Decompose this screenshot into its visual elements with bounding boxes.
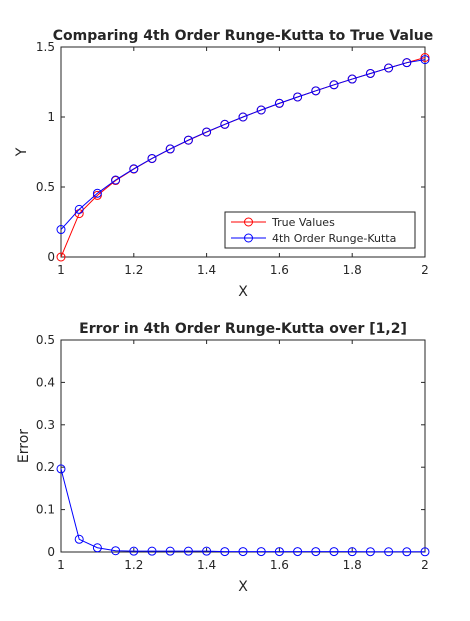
bottom-point-error	[274, 547, 284, 557]
legend-label-true-values: True Values	[271, 216, 335, 229]
top-y-tick-label: 1	[47, 110, 55, 124]
top-point-4th-order-runge-kutta	[183, 135, 193, 145]
legend-marker-runge-kutta	[244, 233, 253, 243]
bottom-point-error	[74, 534, 84, 544]
bottom-x-tick-label: 1.6	[270, 558, 289, 572]
legend-box	[224, 211, 416, 249]
bottom-point-error	[147, 546, 157, 556]
top-x-axis: 1 1.2 1.4 1.6 1.8 2	[57, 47, 429, 277]
bottom-y-axis-label: Error	[16, 429, 32, 463]
top-point-4th-order-runge-kutta	[147, 153, 157, 163]
bottom-x-tick-label: 1	[57, 558, 65, 572]
bottom-point-error	[256, 547, 266, 557]
bottom-point-error	[347, 547, 357, 557]
bottom-y-tick-label: 0.4	[36, 375, 55, 389]
top-y-tick-label: 0.5	[36, 180, 55, 194]
bottom-point-error	[329, 547, 339, 557]
top-point-true-values	[92, 190, 102, 200]
top-point-4th-order-runge-kutta	[274, 98, 284, 108]
bottom-y-tick-label: 0.3	[36, 418, 55, 432]
top-chart-title: Comparing 4th Order Runge-Kutta to True …	[53, 28, 433, 44]
bottom-point-error	[384, 547, 394, 557]
bottom-y-tick-label: 0	[47, 545, 55, 559]
bottom-point-error	[365, 547, 375, 557]
top-point-4th-order-runge-kutta	[256, 105, 266, 115]
bottom-x-tick-label: 2	[421, 558, 429, 572]
bottom-point-error	[311, 547, 321, 557]
top-x-tick-label: 1.8	[343, 263, 362, 277]
bottom-x-tick-label: 1.4	[197, 558, 216, 572]
top-point-4th-order-runge-kutta	[165, 144, 175, 154]
top-point-true-values	[420, 53, 430, 62]
top-point-4th-order-runge-kutta	[129, 164, 139, 174]
bottom-x-tick-label: 1.2	[124, 558, 143, 572]
top-point-4th-order-runge-kutta	[202, 127, 212, 137]
legend: True Values 4th Order Runge-Kutta	[224, 211, 416, 249]
top-point-4th-order-runge-kutta	[293, 92, 303, 102]
top-point-4th-order-runge-kutta	[347, 74, 357, 84]
bottom-y-tick-label: 0.2	[36, 460, 55, 474]
top-x-tick-label: 2	[421, 263, 429, 277]
top-point-4th-order-runge-kutta	[311, 86, 321, 96]
top-x-tick-label: 1	[57, 263, 65, 277]
legend-label-runge-kutta: 4th Order Runge-Kutta	[272, 232, 396, 245]
top-point-4th-order-runge-kutta	[111, 175, 121, 185]
bottom-point-error	[220, 547, 230, 557]
top-point-4th-order-runge-kutta	[384, 63, 394, 73]
top-y-tick-label: 1.5	[36, 40, 55, 54]
bottom-point-error	[402, 547, 412, 557]
bottom-point-error	[183, 546, 193, 556]
bottom-point-error	[111, 546, 121, 556]
bottom-plot-area	[60, 339, 426, 553]
bottom-x-axis: 1 1.2 1.4 1.6 1.8 2	[57, 340, 429, 572]
top-y-tick-label: 0	[47, 250, 55, 264]
top-series-line-4th-order-runge-kutta	[60, 59, 426, 230]
top-chart: 1 1.2 1.4 1.6 1.8 2 0 0.5 1 1.5 Comparing 4th Or…	[14, 28, 433, 300]
top-point-4th-order-runge-kutta	[329, 80, 339, 90]
top-point-4th-order-runge-kutta	[402, 58, 412, 68]
bottom-y-axis: 0 0.1 0.2 0.3 0.4 0.5	[36, 333, 425, 559]
bottom-point-error	[129, 546, 139, 556]
top-x-tick-label: 1.2	[124, 263, 143, 277]
top-point-4th-order-runge-kutta	[365, 68, 375, 78]
top-point-4th-order-runge-kutta	[420, 55, 430, 65]
top-point-4th-order-runge-kutta	[238, 112, 248, 122]
bottom-point-error	[238, 547, 248, 557]
bottom-point-error	[293, 547, 303, 557]
top-point-4th-order-runge-kutta	[56, 225, 66, 235]
top-point-4th-order-runge-kutta	[92, 188, 102, 198]
top-series-layer	[56, 53, 430, 262]
bottom-y-tick-label: 0.5	[36, 333, 55, 347]
bottom-point-error	[202, 546, 212, 556]
bottom-point-error	[420, 547, 430, 557]
top-point-4th-order-runge-kutta	[220, 119, 230, 129]
bottom-chart: 1 1.2 1.4 1.6 1.8 2 0 0.1 0.2 0.3 0.4 0.5 Error in…	[16, 321, 430, 595]
top-point-4th-order-runge-kutta	[74, 204, 84, 214]
top-x-tick-label: 1.6	[270, 263, 289, 277]
top-y-axis-label: Y	[14, 147, 30, 157]
bottom-point-error	[92, 543, 102, 553]
bottom-y-tick-label: 0.1	[36, 503, 55, 517]
top-y-axis: 0 0.5 1 1.5	[36, 40, 425, 264]
bottom-x-tick-label: 1.8	[343, 558, 362, 572]
bottom-chart-title: Error in 4th Order Runge-Kutta over [1,2…	[79, 321, 407, 337]
top-point-true-values	[56, 252, 66, 262]
top-x-tick-label: 1.4	[197, 263, 216, 277]
bottom-series-layer	[56, 464, 430, 557]
legend-marker-true-values	[244, 217, 253, 227]
bottom-x-axis-label: X	[238, 579, 248, 595]
top-x-axis-label: X	[238, 284, 248, 300]
bottom-point-error	[165, 546, 175, 556]
bottom-series-line-error	[60, 468, 425, 553]
bottom-point-error	[56, 464, 66, 474]
